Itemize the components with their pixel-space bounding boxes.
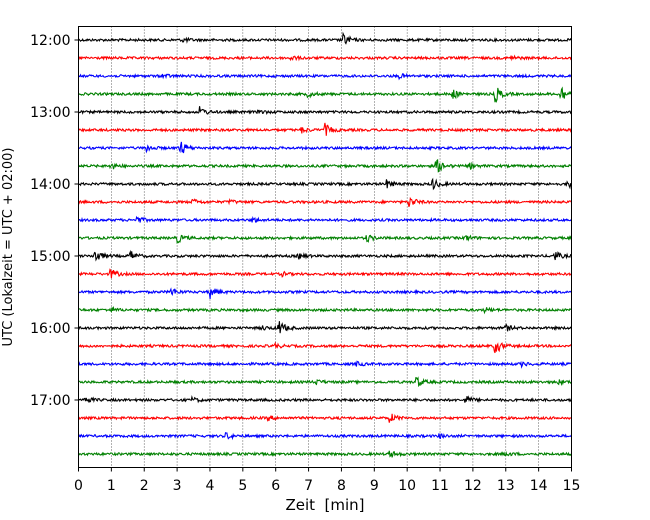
y-tick-label: 17:00 — [30, 393, 70, 409]
trace-line — [78, 450, 572, 458]
x-tick-label: 15 — [563, 478, 581, 494]
trace-line — [77, 360, 572, 369]
y-axis-label: UTC (Lokalzeit = UTC + 02:00) — [1, 148, 16, 347]
x-tick-label: 3 — [173, 478, 182, 494]
trace-line — [78, 106, 572, 115]
trace-line — [78, 287, 572, 299]
y-tick-label: 14:00 — [30, 177, 70, 193]
trace-line — [78, 122, 572, 136]
trace-line — [78, 376, 572, 388]
trace-line — [78, 249, 572, 262]
x-tick-label: 14 — [530, 478, 548, 494]
seismic-traces — [77, 31, 572, 458]
trace-line — [78, 158, 572, 173]
x-tick-label: 12 — [464, 478, 482, 494]
x-tick-label: 7 — [304, 478, 313, 494]
trace-line — [78, 31, 572, 45]
x-axis-label: Zeit [min] — [285, 496, 364, 514]
y-tick-label: 15:00 — [30, 249, 70, 265]
y-tick-label: 16:00 — [30, 321, 70, 337]
x-tick-label: 9 — [370, 478, 379, 494]
x-tick-label: 13 — [497, 478, 515, 494]
x-tick-label: 6 — [271, 478, 280, 494]
trace-line — [78, 413, 572, 423]
x-axis-ticks: 0 1 2 3 4 5 6 7 8 9 10 11 12 13 14 15 — [74, 467, 581, 494]
trace-line — [77, 321, 572, 334]
trace-line — [77, 196, 572, 207]
x-tick-label: 5 — [238, 478, 247, 494]
trace-line — [78, 305, 572, 315]
x-tick-label: 1 — [107, 478, 116, 494]
trace-line — [78, 215, 572, 224]
y-tick-label: 13:00 — [30, 105, 70, 121]
plot-frame — [78, 26, 572, 468]
x-tick-label: 4 — [206, 478, 215, 494]
x-tick-label: 0 — [74, 478, 83, 494]
x-tick-label: 8 — [337, 478, 346, 494]
trace-line — [78, 141, 572, 154]
y-tick-label: 12:00 — [30, 33, 70, 49]
x-tick-label: 2 — [140, 478, 149, 494]
trace-line — [78, 72, 572, 81]
y-axis-ticks: 12:00 13:00 14:00 15:00 16:00 17:00 — [30, 33, 79, 409]
trace-line — [78, 431, 572, 441]
x-tick-label: 11 — [431, 478, 449, 494]
x-tick-label: 10 — [398, 478, 416, 494]
trace-line — [78, 341, 572, 354]
trace-line — [78, 177, 572, 191]
trace-line — [78, 54, 572, 62]
trace-line — [78, 268, 572, 279]
trace-line — [78, 86, 572, 104]
trace-line — [77, 234, 572, 245]
trace-line — [78, 394, 572, 404]
